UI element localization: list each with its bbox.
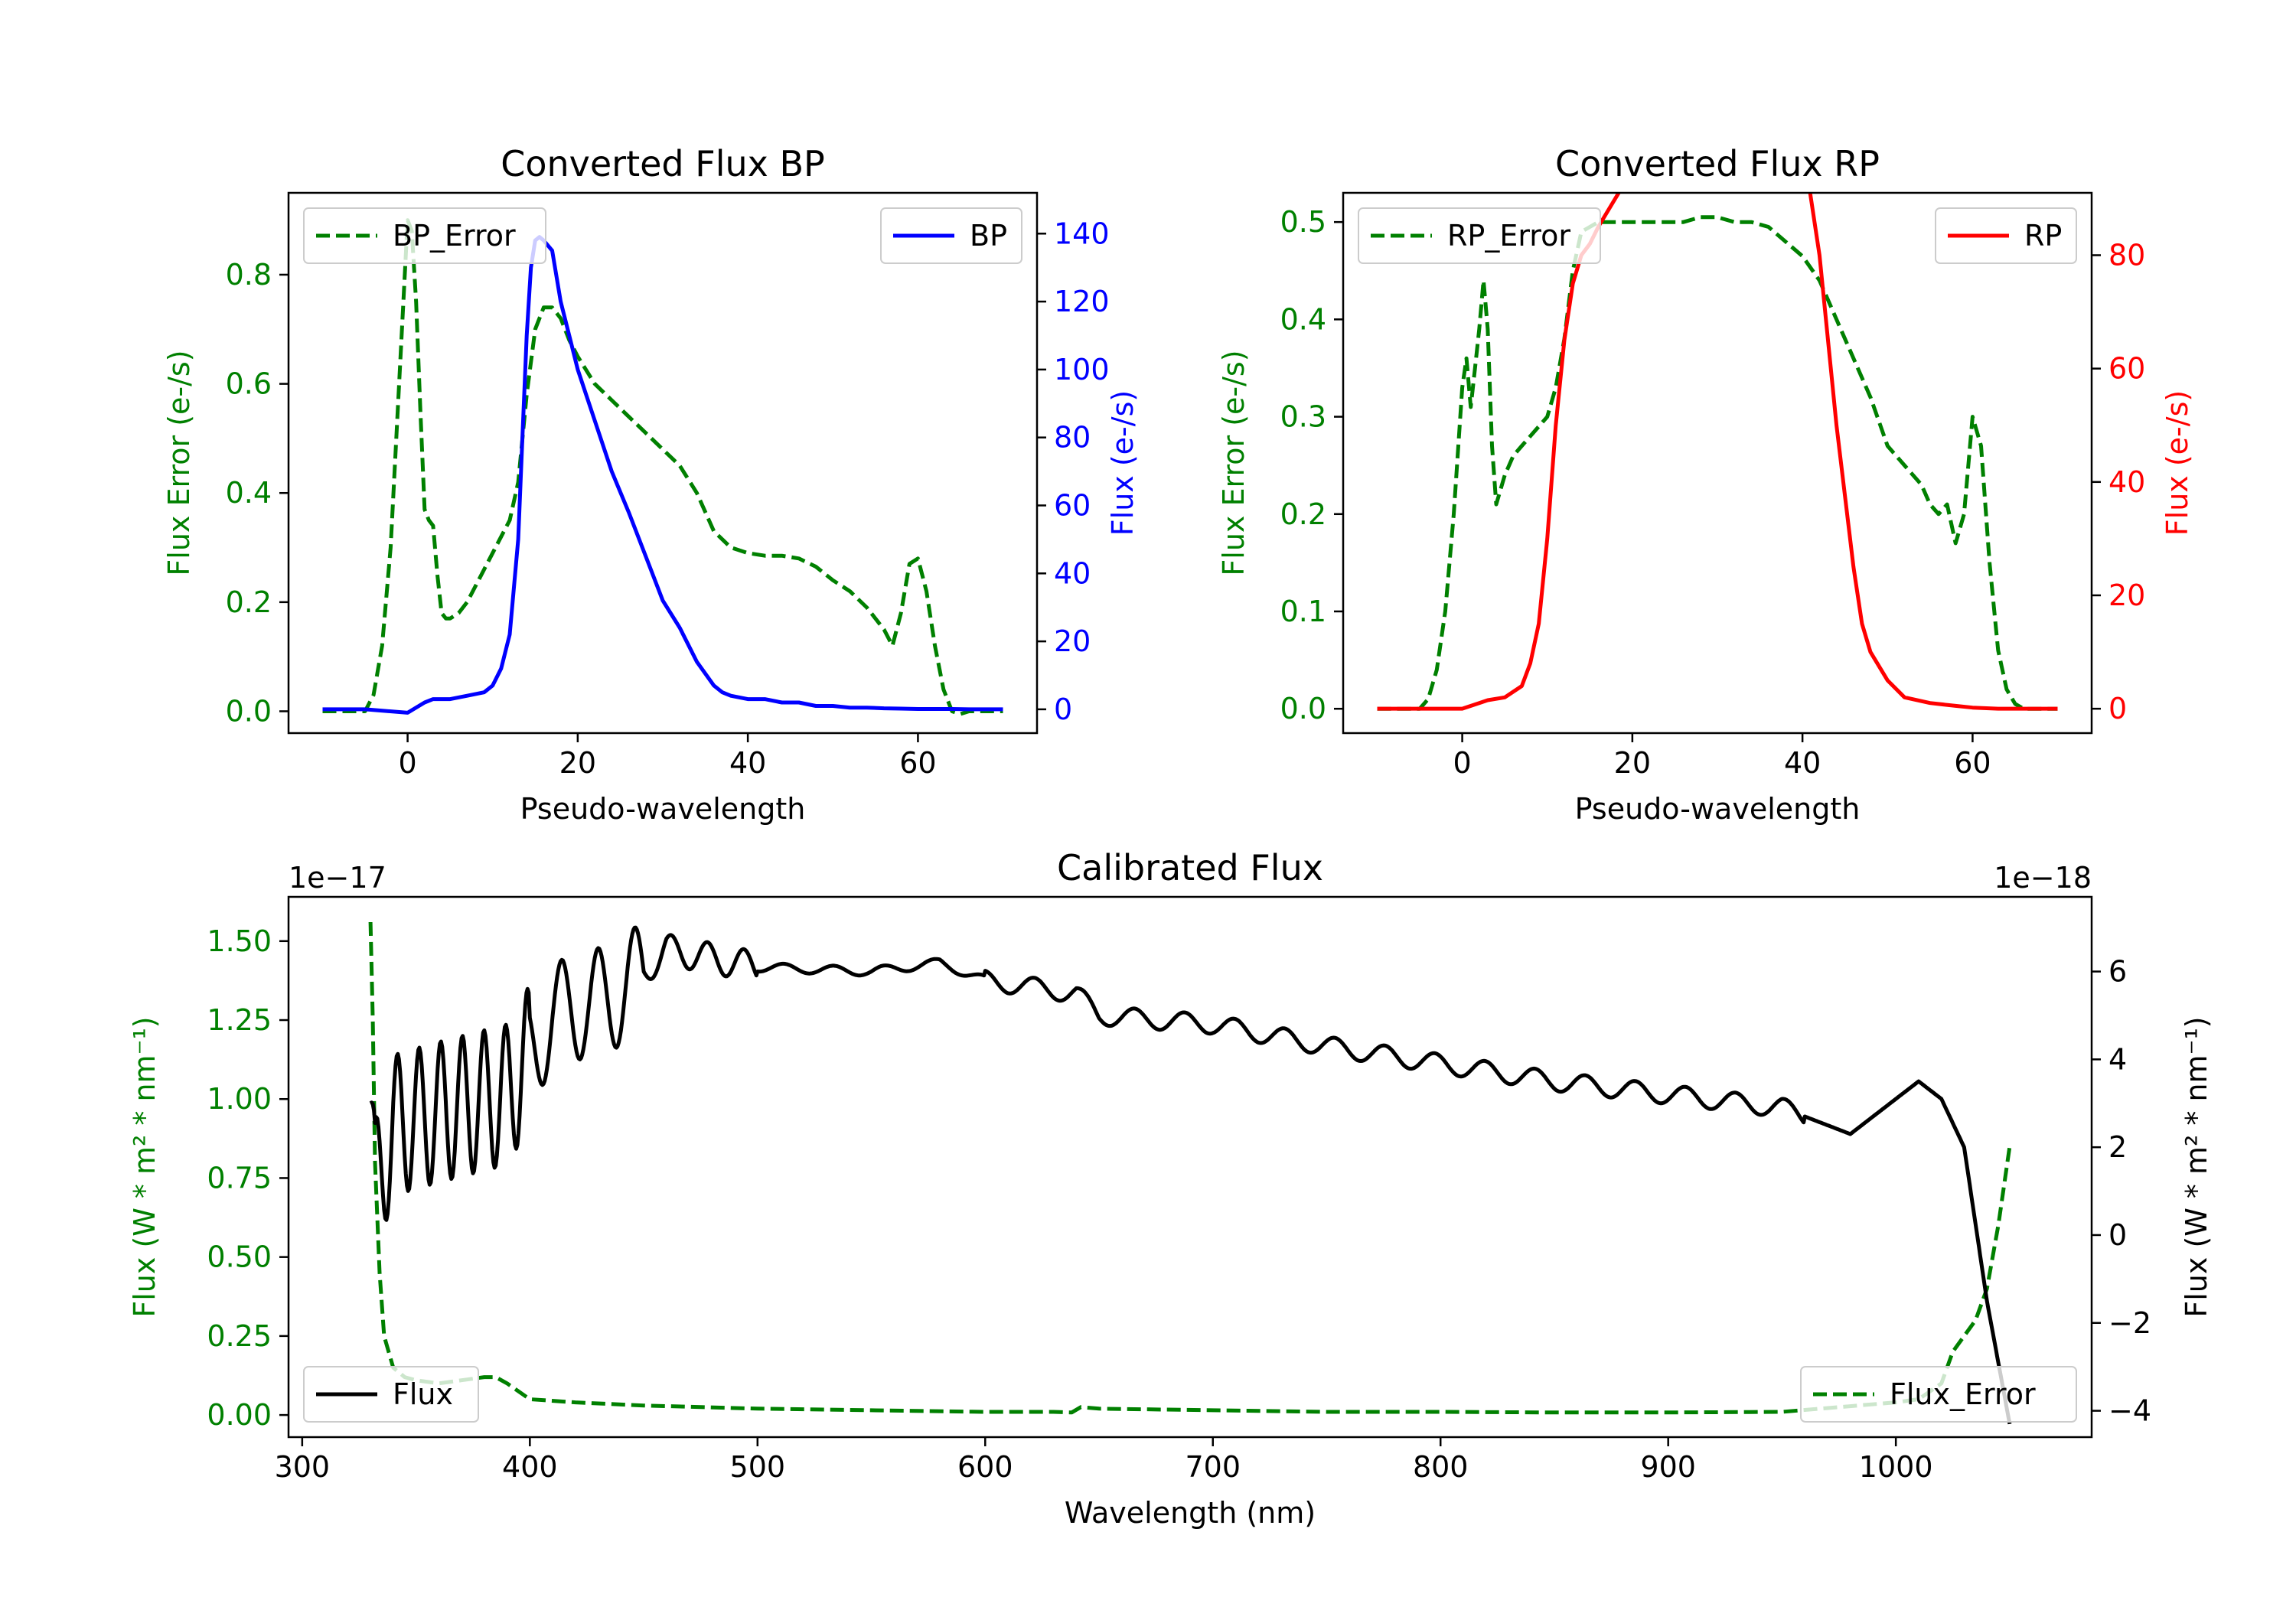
y-left-tick-label: 0.5	[1280, 205, 1326, 239]
x-tick-label: 0	[1453, 746, 1471, 780]
y-left-tick-label: 0.4	[1280, 302, 1326, 336]
y-right-tick-label: −4	[2108, 1394, 2151, 1428]
y-right-tick-label: 100	[1054, 353, 1110, 386]
y-right-tick-label: 20	[2108, 579, 2145, 612]
legend-box	[303, 1366, 479, 1423]
y-right-tick-label: 4	[2108, 1042, 2127, 1076]
legend-label: RP_Error	[1447, 219, 1570, 253]
y-left-tick-label: 0.0	[226, 694, 272, 728]
x-tick-label: 600	[957, 1450, 1013, 1484]
y-right-offset-label: 1e−18	[1994, 861, 2092, 895]
chart-panel-1: 0 20 40 60 0.0 0.2 0.4 0.6 0.8 0 20 40 60 80 100 120 140…	[162, 143, 1140, 826]
y-right-tick-label: 80	[1054, 421, 1091, 455]
y-left-tick-label: 0.50	[207, 1240, 272, 1274]
y-left-axis-label: Flux Error (e-/s)	[162, 350, 196, 575]
chart-title: Converted Flux BP	[501, 143, 825, 184]
y-right-tick-label: 0	[1054, 693, 1072, 726]
y-right-tick-label: 40	[1054, 556, 1091, 590]
y-left-tick-label: 1.25	[207, 1003, 272, 1037]
y-right-axis-label: Flux (e-/s)	[1106, 390, 1140, 536]
axes-frame	[287, 191, 1039, 735]
series-line-rp-error	[1377, 215, 2058, 711]
y-right-tick-label: 0	[2108, 1218, 2127, 1252]
y-right-tick-label: 140	[1054, 217, 1110, 250]
y-left-tick-label: 0.2	[1280, 497, 1326, 531]
y-right-tick-label: 120	[1054, 285, 1110, 318]
y-left-axis-label: Flux Error (e-/s)	[1217, 350, 1251, 575]
y-right-tick-label: −2	[2108, 1306, 2151, 1340]
series-line-bp	[322, 235, 1003, 715]
axes-frame	[1342, 191, 2093, 735]
y-left-axis-label: Flux (W * m² * nm⁻¹)	[128, 1016, 161, 1317]
y-right-tick-label: 40	[2108, 465, 2145, 499]
legend-label: Flux	[393, 1377, 453, 1411]
x-tick-label: 900	[1640, 1450, 1696, 1484]
x-tick-label: 0	[398, 746, 416, 780]
series-line-bp-error	[322, 218, 1003, 716]
y-right-tick-label: 0	[2108, 692, 2127, 725]
series-line-rp	[1377, 193, 2058, 711]
legend-box	[1358, 207, 1601, 264]
axes-frame	[287, 895, 2093, 1439]
chart-title: Calibrated Flux	[1057, 847, 1323, 888]
legend-label: Flux_Error	[1890, 1377, 2036, 1411]
y-right-tick-label: 6	[2108, 955, 2127, 989]
y-left-tick-label: 0.00	[207, 1398, 272, 1432]
legend-label: RP	[2024, 219, 2062, 253]
chart-title: Converted Flux RP	[1555, 143, 1880, 184]
x-tick-label: 60	[1954, 746, 1991, 780]
y-left-tick-label: 1.00	[207, 1082, 272, 1116]
y-right-tick-label: 80	[2108, 238, 2145, 272]
y-left-tick-label: 0.75	[207, 1161, 272, 1195]
y-left-tick-label: 0.2	[226, 585, 272, 619]
y-right-axis-label: Flux (e-/s)	[2161, 390, 2194, 536]
legend-flux: Flux	[303, 1366, 479, 1423]
y-left-tick-label: 0.6	[226, 367, 272, 401]
x-tick-label: 1000	[1859, 1450, 1933, 1484]
y-left-tick-label: 0.0	[1280, 692, 1326, 725]
x-axis-label: Pseudo-wavelength	[520, 792, 806, 826]
x-tick-label: 20	[559, 746, 596, 780]
y-right-tick-label: 60	[2108, 352, 2145, 386]
y-left-tick-label: 0.1	[1280, 595, 1326, 628]
legend-label: BP_Error	[393, 219, 516, 253]
legend-bp-error: BP_Error	[303, 207, 546, 264]
y-left-tick-label: 0.4	[226, 476, 272, 510]
x-axis-label: Wavelength (nm)	[1065, 1496, 1316, 1530]
y-left-tick-label: 0.3	[1280, 400, 1326, 434]
x-tick-label: 300	[275, 1450, 331, 1484]
legend-rp: RP	[1935, 207, 2077, 264]
y-left-offset-label: 1e−17	[289, 861, 386, 895]
x-tick-label: 800	[1413, 1450, 1469, 1484]
y-left-tick-label: 0.25	[207, 1319, 272, 1353]
legend-label: BP	[970, 219, 1007, 253]
legend-box	[1800, 1366, 2077, 1423]
x-tick-label: 60	[899, 746, 936, 780]
legend-bp: BP	[880, 207, 1022, 264]
y-left-tick-label: 1.50	[207, 924, 272, 958]
y-right-tick-label: 20	[1054, 624, 1091, 658]
x-tick-label: 400	[502, 1450, 558, 1484]
x-tick-label: 40	[1784, 746, 1821, 780]
legend-rp-error: RP_Error	[1358, 207, 1601, 264]
x-tick-label: 500	[730, 1450, 786, 1484]
y-right-axis-label: Flux (W * m² * nm⁻¹)	[2180, 1016, 2213, 1317]
y-left-tick-label: 0.8	[226, 258, 272, 292]
chart-panel-3: 300 400 500 600 700 800 900 1000 0.00 0.25 0.50 0.7…	[128, 847, 2213, 1530]
y-right-tick-label: 60	[1054, 489, 1091, 523]
chart-panel-2: 0 20 40 60 0.0 0.1 0.2 0.3 0.4 0.5 0 20 40 60 80 Conver…	[1217, 143, 2194, 826]
x-tick-label: 40	[729, 746, 766, 780]
x-axis-label: Pseudo-wavelength	[1575, 792, 1861, 826]
legend-flux-error: Flux_Error	[1800, 1366, 2077, 1423]
legend-box	[303, 207, 546, 264]
series-line-flux	[369, 925, 2012, 1425]
y-right-tick-label: 2	[2108, 1130, 2127, 1164]
x-tick-label: 20	[1614, 746, 1651, 780]
x-tick-label: 700	[1185, 1450, 1241, 1484]
